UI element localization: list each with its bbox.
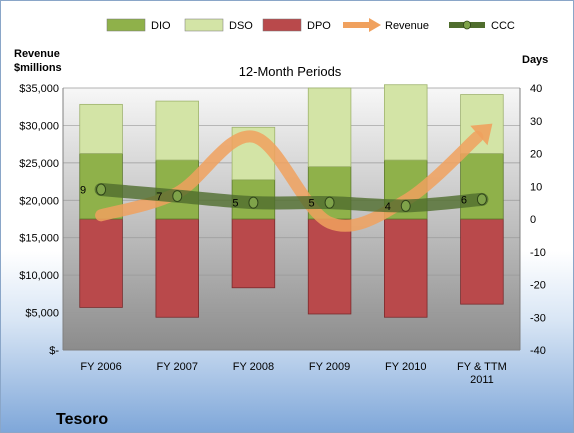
legend-label: DPO <box>307 20 331 32</box>
ccc-data-label: 7 <box>156 191 162 203</box>
ccc-layer: 9 7 5 5 4 6 <box>80 183 489 213</box>
ccc-marker <box>324 196 335 209</box>
ccc-data-label: 5 <box>309 198 315 210</box>
legend-swatch <box>184 18 224 32</box>
ccc-marker <box>96 183 107 196</box>
legend-label: DSO <box>229 20 253 32</box>
dso-bar <box>79 103 123 154</box>
left-tick-label: $25,000 <box>19 158 59 170</box>
legend-label: DIO <box>151 20 171 32</box>
right-tick-label: -40 <box>530 345 546 357</box>
left-tick-label: $20,000 <box>19 195 59 207</box>
revenue-arrowhead <box>470 123 493 146</box>
chart-title: 12-Month Periods <box>239 64 342 79</box>
right-tick-label: 40 <box>530 83 542 95</box>
dpo-bar <box>384 218 428 318</box>
right-tick-label: 0 <box>530 214 536 226</box>
left-tick-label: $5,000 <box>25 308 59 320</box>
dpo-bar <box>460 218 504 305</box>
category-label: FY 2007 <box>157 361 198 373</box>
legend-swatch <box>106 18 146 32</box>
dpo-bar <box>307 218 352 315</box>
axes: $- $5,000 $10,000 $15,000 $20,000 $25,000 $30,… <box>19 83 546 386</box>
dpo-bar <box>79 218 123 308</box>
plot-area <box>63 88 520 350</box>
company-name: Tesoro <box>56 411 108 428</box>
left-axis-label-line2: $millions <box>14 62 62 74</box>
right-tick-label: 30 <box>530 116 542 128</box>
category-label: FY 2008 <box>233 361 274 373</box>
category-label: FY 2009 <box>309 361 350 373</box>
dpo-bar <box>231 218 276 289</box>
ccc-line <box>94 183 489 213</box>
ccc-data-label: 5 <box>232 198 238 210</box>
ccc-data-label: 9 <box>80 185 86 197</box>
category-label: FY 2010 <box>385 361 426 373</box>
category-label: FY 2006 <box>80 361 121 373</box>
ccc-marker <box>172 190 183 203</box>
legend-label: Revenue <box>385 20 429 32</box>
legend: DIO DSO DPO Revenue CCC <box>106 18 515 32</box>
left-tick-label: $- <box>49 345 59 357</box>
ccc-data-label: 6 <box>461 194 467 206</box>
right-tick-label: -20 <box>530 280 546 292</box>
category-label: FY & TTM <box>457 361 507 373</box>
ccc-marker <box>400 199 411 212</box>
dso-bar <box>384 84 428 161</box>
right-tick-label: 20 <box>530 149 542 161</box>
dio-bar <box>460 153 504 220</box>
ccc-marker <box>476 193 487 206</box>
left-tick-label: $30,000 <box>19 120 59 132</box>
legend-label: CCC <box>491 20 515 32</box>
right-tick-label: -10 <box>530 247 546 259</box>
ccc-marker <box>248 196 259 209</box>
dpo-bar <box>155 218 199 318</box>
category-label: 2011 <box>470 374 494 386</box>
right-axis-label: Days <box>522 54 548 66</box>
left-tick-label: $10,000 <box>19 270 59 282</box>
left-axis-label-line1: Revenue <box>14 48 60 60</box>
left-tick-label: $35,000 <box>19 83 59 95</box>
left-tick-label: $15,000 <box>19 233 59 245</box>
dso-bar <box>155 100 199 161</box>
legend-swatch <box>262 18 302 32</box>
dso-bar <box>307 87 352 167</box>
right-tick-label: 10 <box>530 181 542 193</box>
right-tick-label: -30 <box>530 312 546 324</box>
ccc-data-label: 4 <box>385 201 391 213</box>
legend-arrowhead <box>369 18 381 32</box>
legend-marker <box>463 20 471 30</box>
